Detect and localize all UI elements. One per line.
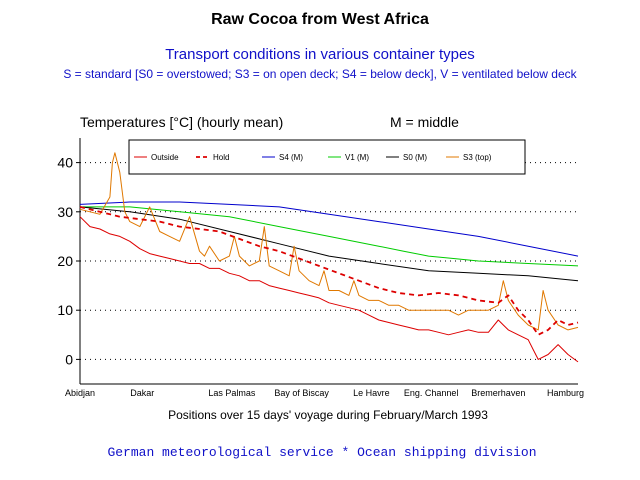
footer-credit: German meteorological service * Ocean sh… (107, 445, 537, 460)
legend-label: S3 (top) (463, 153, 492, 162)
y-tick-label: 30 (57, 204, 73, 220)
chart-subtitle: Transport conditions in various containe… (165, 46, 475, 63)
x-tick-labels: Abidjan Dakar Las Palmas Bay of Biscay Le Ha… (65, 388, 584, 398)
series-line (79, 152, 579, 331)
legend-label: Hold (213, 153, 229, 162)
legend-label: S0 (M) (403, 153, 427, 162)
y-tick-label: 10 (57, 302, 73, 318)
y-axis-label: Temperatures [°C] (hourly mean) (80, 114, 284, 130)
y-tick-labels: 0 10 20 30 40 (57, 155, 80, 367)
x-tick-label: Eng. Channel (404, 388, 459, 398)
legend-label: S4 (M) (279, 153, 303, 162)
chart-title: Raw Cocoa from West Africa (211, 11, 429, 28)
series-line (79, 206, 579, 336)
series-line (79, 201, 579, 257)
y-tick-label: 40 (57, 155, 73, 171)
legend-label: V1 (M) (345, 153, 369, 162)
x-tick-label: Bay of Biscay (274, 388, 329, 398)
series-line (79, 216, 579, 363)
container-type-legend-text: S = standard [S0 = overstowed; S3 = on o… (63, 67, 577, 81)
series-lines (79, 152, 579, 363)
x-tick-label: Dakar (130, 388, 154, 398)
grid-lines (80, 162, 578, 360)
series-line (79, 206, 579, 282)
x-tick-label: Le Havre (353, 388, 390, 398)
x-axis-caption: Positions over 15 days' voyage during Fe… (168, 408, 488, 422)
series-line (80, 206, 579, 267)
x-tick-label: Hamburg (547, 388, 584, 398)
x-tick-label: Las Palmas (208, 388, 256, 398)
y-tick-label: 0 (65, 351, 73, 367)
legend-label: Outside (151, 153, 179, 162)
legend: Outside Hold S4 (M) V1 (M) S0 (M) S3 (top) (128, 139, 526, 175)
middle-note: M = middle (390, 114, 459, 130)
x-tick-label: Abidjan (65, 388, 95, 398)
y-tick-label: 20 (57, 253, 73, 269)
x-tick-label: Bremerhaven (471, 388, 525, 398)
